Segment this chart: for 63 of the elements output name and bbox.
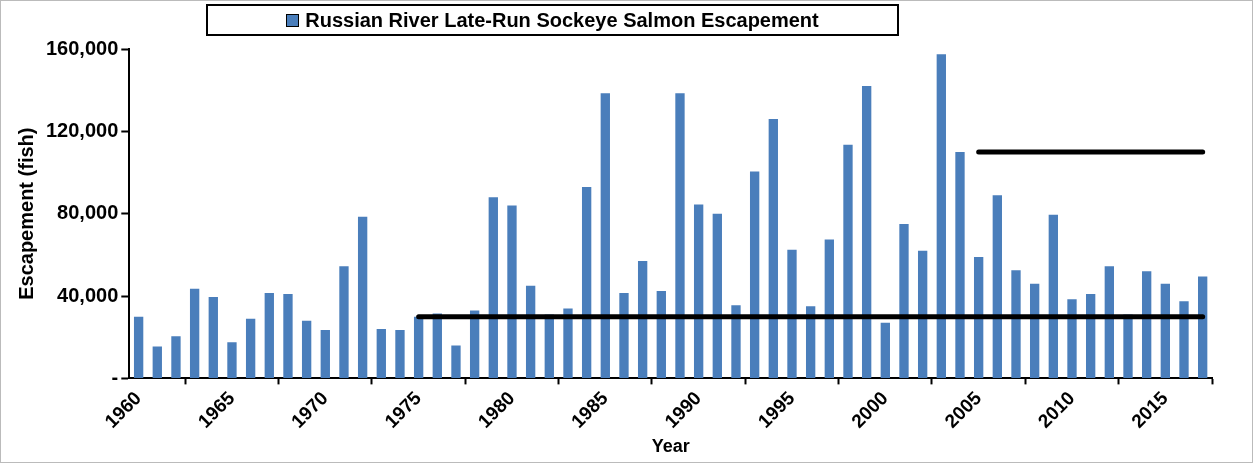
bar bbox=[880, 322, 890, 378]
y-tick-label: - bbox=[111, 365, 119, 388]
bar bbox=[1198, 276, 1208, 378]
bar bbox=[488, 197, 498, 378]
bar bbox=[320, 330, 330, 378]
bar bbox=[1048, 214, 1058, 378]
bar bbox=[693, 204, 704, 378]
bar bbox=[600, 93, 610, 378]
bar bbox=[208, 297, 218, 378]
bar bbox=[451, 345, 461, 378]
bar bbox=[619, 292, 629, 378]
bar bbox=[731, 305, 741, 378]
y-tick-label: 40,000 bbox=[57, 283, 119, 306]
bar bbox=[675, 93, 685, 378]
bar bbox=[395, 330, 405, 378]
bar bbox=[955, 151, 965, 378]
bar bbox=[133, 316, 144, 378]
bar bbox=[805, 306, 816, 378]
bar bbox=[1067, 299, 1077, 378]
bar bbox=[245, 318, 256, 378]
bar bbox=[768, 119, 778, 378]
bar bbox=[992, 195, 1002, 378]
bar bbox=[283, 293, 293, 378]
bar bbox=[507, 205, 517, 378]
bar bbox=[787, 249, 797, 378]
bar bbox=[861, 86, 872, 378]
y-axis-title: Escapement (fish) bbox=[14, 127, 37, 300]
bar bbox=[917, 250, 928, 378]
bar bbox=[637, 261, 648, 378]
bar bbox=[1104, 266, 1114, 378]
bar bbox=[264, 292, 274, 378]
bar bbox=[824, 239, 834, 378]
y-tick-label: 160,000 bbox=[46, 36, 119, 59]
legend-label: Russian River Late-Run Sockeye Salmon Escapement bbox=[305, 8, 819, 32]
bar bbox=[936, 54, 946, 378]
bar bbox=[227, 342, 237, 378]
bar bbox=[1160, 283, 1170, 378]
bar bbox=[1086, 293, 1096, 378]
bar bbox=[1029, 283, 1040, 378]
bar bbox=[301, 320, 312, 378]
bar bbox=[563, 308, 573, 378]
bar bbox=[843, 144, 853, 378]
bar bbox=[525, 285, 536, 378]
bar bbox=[469, 310, 480, 378]
bar bbox=[171, 336, 181, 378]
bar bbox=[1179, 301, 1189, 378]
bar bbox=[189, 288, 200, 378]
bar bbox=[973, 256, 984, 378]
bar bbox=[376, 328, 386, 378]
bar bbox=[749, 171, 760, 378]
y-tick-label: 80,000 bbox=[57, 201, 119, 224]
bar bbox=[1142, 271, 1152, 378]
bar bbox=[712, 213, 722, 378]
bar bbox=[152, 346, 162, 378]
bar bbox=[339, 266, 349, 378]
bar bbox=[656, 290, 666, 378]
bar bbox=[899, 223, 909, 378]
bar bbox=[581, 186, 592, 378]
bar bbox=[413, 316, 424, 378]
y-tick-label: 120,000 bbox=[46, 118, 119, 141]
bar bbox=[1011, 270, 1021, 378]
bar bbox=[357, 216, 368, 378]
x-axis-title: Year bbox=[651, 436, 690, 457]
